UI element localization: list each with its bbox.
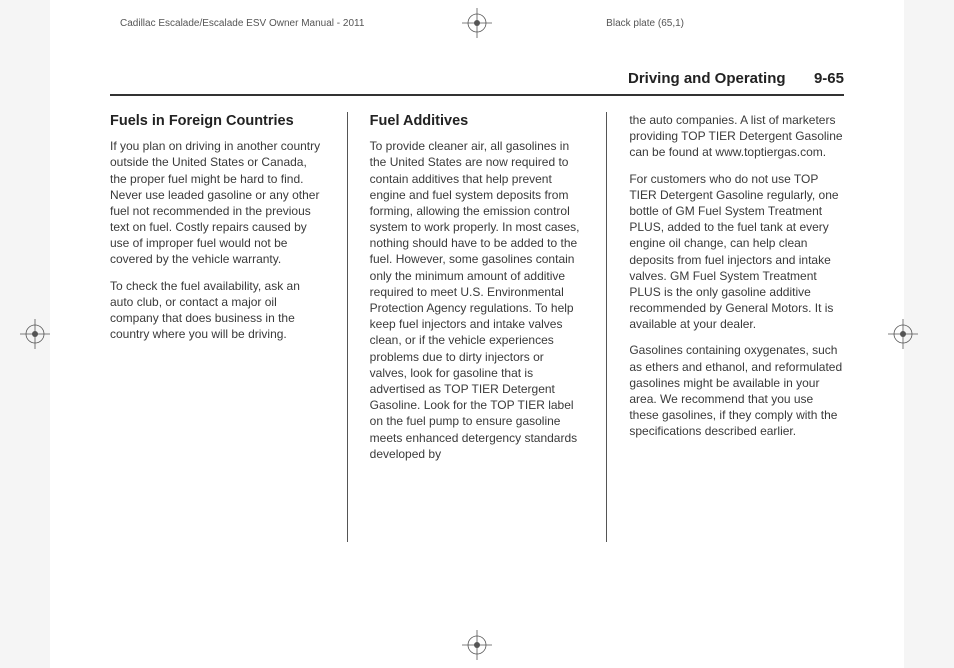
registration-mark-right-icon xyxy=(888,319,918,349)
content-columns: Fuels in Foreign Countries If you plan o… xyxy=(110,112,844,542)
column-divider xyxy=(347,112,348,542)
col1-paragraph: To check the fuel availability, ask an a… xyxy=(110,278,325,343)
page-number: 9-65 xyxy=(814,70,844,87)
page-container: Cadillac Escalade/Escalade ESV Owner Man… xyxy=(50,0,904,668)
column-3: the auto companies. A list of marketers … xyxy=(629,112,844,542)
column-divider xyxy=(606,112,607,542)
section-title: Driving and Operating xyxy=(628,70,786,87)
col2-paragraph: To provide cleaner air, all gasolines in… xyxy=(370,138,585,462)
col2-heading: Fuel Additives xyxy=(370,112,585,130)
column-2: Fuel Additives To provide cleaner air, a… xyxy=(370,112,585,542)
col3-paragraph: Gasolines containing oxygenates, such as… xyxy=(629,342,844,439)
manual-title: Cadillac Escalade/Escalade ESV Owner Man… xyxy=(120,18,364,29)
col1-paragraph: If you plan on driving in another countr… xyxy=(110,138,325,268)
section-header: Driving and Operating 9-65 xyxy=(110,70,844,96)
registration-mark-left-icon xyxy=(20,319,50,349)
column-1: Fuels in Foreign Countries If you plan o… xyxy=(110,112,325,542)
col3-paragraph: For customers who do not use TOP TIER De… xyxy=(629,171,844,333)
plate-info: Black plate (65,1) xyxy=(606,18,684,29)
registration-mark-bottom-icon xyxy=(462,630,492,660)
col1-heading: Fuels in Foreign Countries xyxy=(110,112,325,130)
registration-mark-top-icon xyxy=(462,8,492,38)
col3-paragraph: the auto companies. A list of marketers … xyxy=(629,112,844,161)
